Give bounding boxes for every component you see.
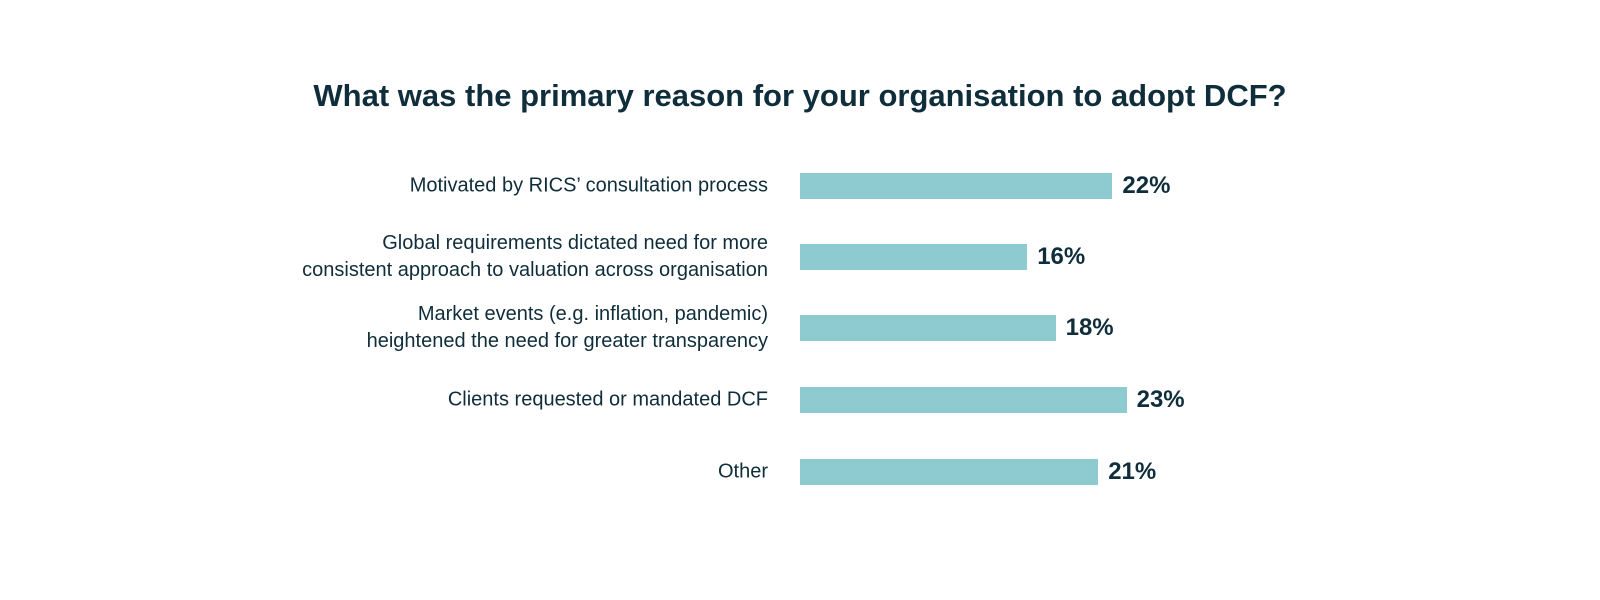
bar [800,173,1113,199]
category-label: Motivated by RICS’ consultation process [409,174,768,197]
value-label: 18% [1065,314,1114,341]
bar [800,315,1056,341]
value-label: 23% [1136,386,1185,413]
value-label: 22% [1122,172,1171,199]
category-label: Global requirements dictated need for mo… [302,232,768,281]
bar [800,387,1127,413]
category-label: Market events (e.g. inflation, pandemic)… [366,303,768,352]
bar [800,244,1028,270]
chart-title: What was the primary reason for your org… [313,78,1287,113]
category-label: Clients requested or mandated DCF [447,388,768,411]
bar [800,459,1099,485]
category-label: Other [717,460,768,483]
value-label: 21% [1108,458,1157,485]
value-label: 16% [1037,243,1086,270]
